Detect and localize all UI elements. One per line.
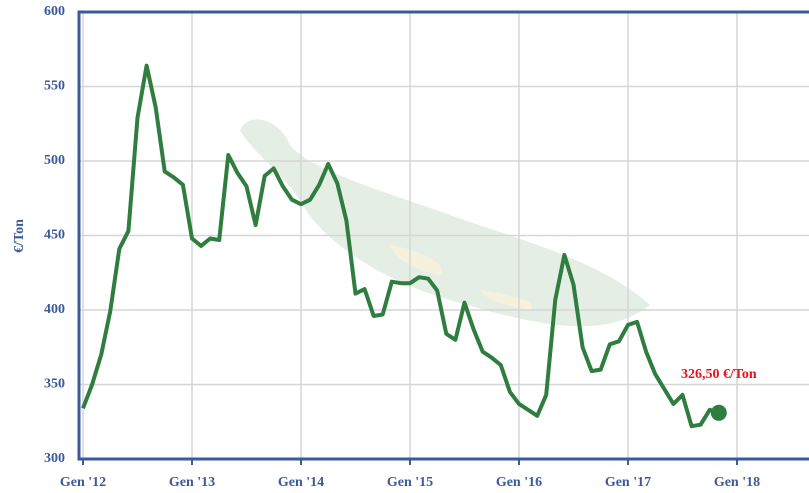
background-watermark — [240, 119, 650, 327]
y-tick-label: 600 — [44, 4, 65, 19]
axis-frame — [77, 10, 809, 461]
y-tick-label: 400 — [44, 302, 65, 317]
background-watermark-highlight — [390, 245, 532, 310]
y-tick-label: 450 — [44, 228, 65, 243]
y-axis-label: €/Ton — [12, 219, 27, 253]
last-point — [710, 404, 727, 421]
x-tick-label: Gen '15 — [387, 475, 433, 490]
x-tick-label: Gen '18 — [714, 475, 760, 490]
y-tick-label: 300 — [44, 451, 65, 466]
x-tick-label: Gen '14 — [278, 475, 324, 490]
y-tick-label: 550 — [44, 79, 65, 94]
x-tick-label: Gen '12 — [60, 475, 106, 490]
y-tick-label: 500 — [44, 153, 65, 168]
price-line — [81, 63, 720, 429]
annotation: 326,50 €/Ton — [681, 367, 757, 382]
x-tick-label: Gen '17 — [605, 475, 651, 490]
y-tick-label: 350 — [44, 377, 65, 392]
x-tick-label: Gen '13 — [169, 475, 215, 490]
x-tick-label: Gen '16 — [496, 475, 542, 490]
